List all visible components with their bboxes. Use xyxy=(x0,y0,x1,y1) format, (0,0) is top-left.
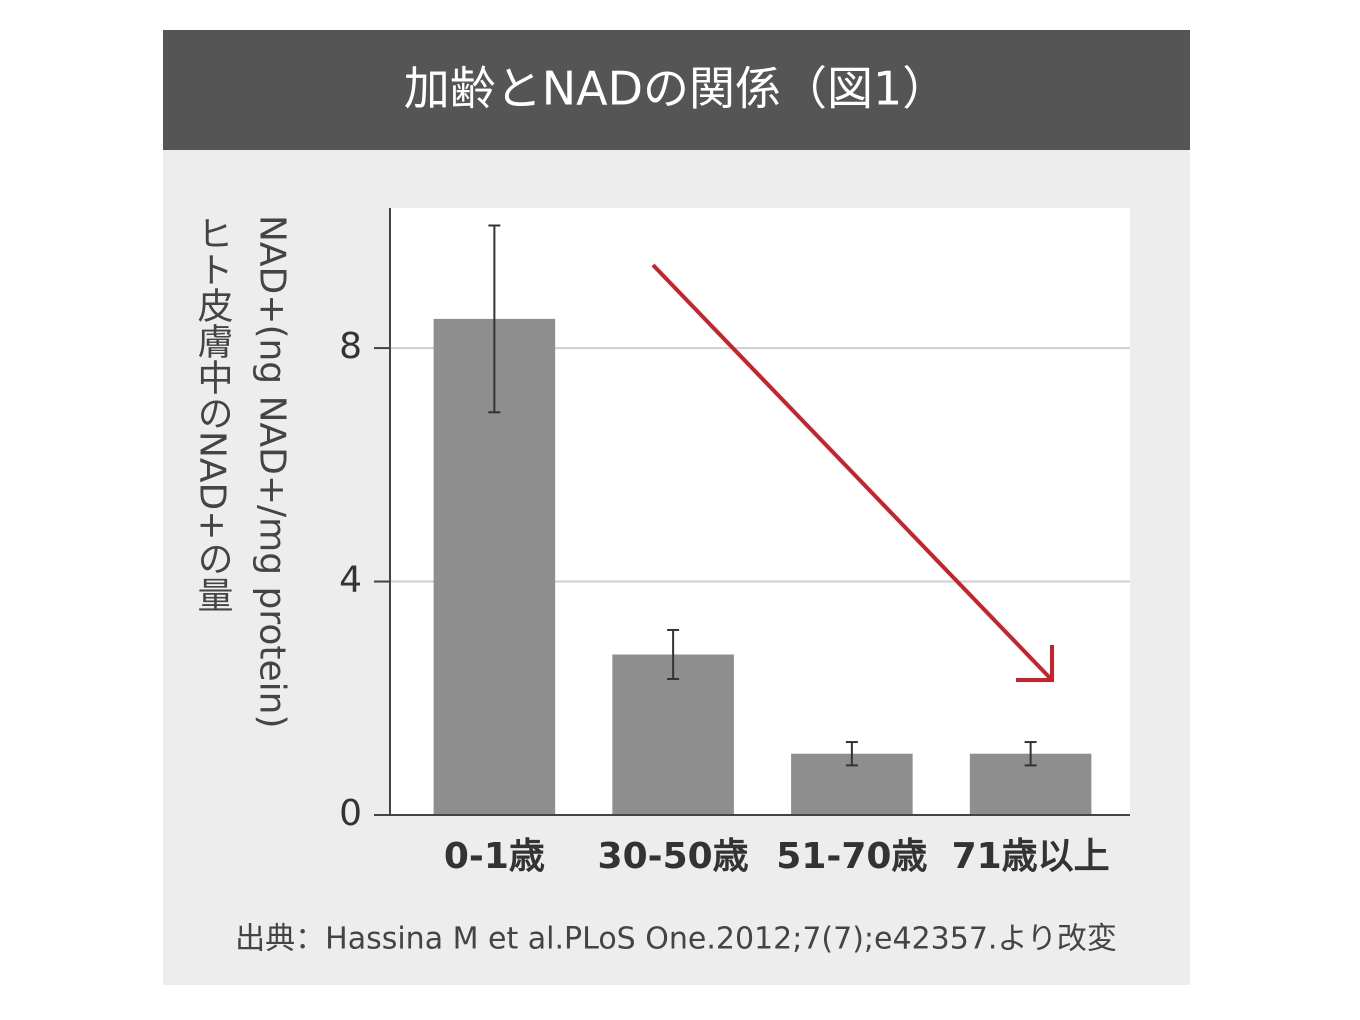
error-bar xyxy=(667,628,680,681)
bar xyxy=(612,654,734,815)
x-tick-label: 30-50歳 xyxy=(598,836,749,877)
chart-title: 加齢とNADの関係（図1） xyxy=(404,62,949,116)
trend-arrow xyxy=(651,263,1054,682)
y-axis-label: NAD+(ng NAD+/mg protein) xyxy=(252,215,293,729)
x-tick-label: 0-1歳 xyxy=(444,836,545,877)
y-tick-label: 0 xyxy=(339,793,362,834)
header xyxy=(163,30,1190,150)
y-tick-label: 8 xyxy=(339,326,362,367)
y-tick-label: 4 xyxy=(339,560,362,601)
x-tick-label: 71歳以上 xyxy=(952,836,1110,877)
error-bar xyxy=(488,224,501,414)
y-axis-label: ヒト皮膚中のNAD+の量 xyxy=(192,215,233,612)
source-note: 出典：Hassina M et al.PLoS One.2012;7(7);e4… xyxy=(235,922,1117,957)
error-bar xyxy=(845,741,858,767)
error-bar xyxy=(1024,741,1037,767)
x-tick-label: 51-70歳 xyxy=(776,836,927,877)
